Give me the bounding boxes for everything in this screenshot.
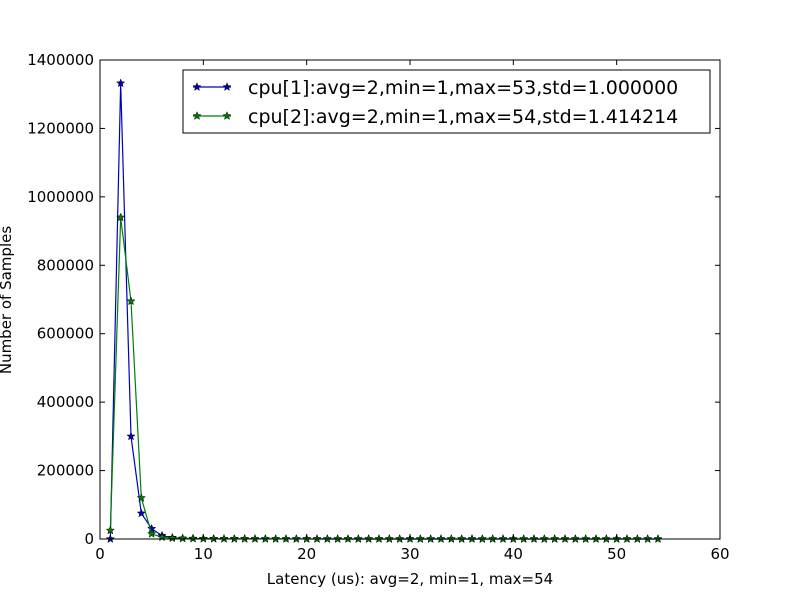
data-point-marker: [136, 493, 146, 502]
legend-marker: [192, 82, 202, 91]
x-axis-label: Latency (us): avg=2, min=1, max=54: [267, 570, 553, 588]
data-point-marker: [105, 525, 115, 535]
y-tick-label: 1200000: [27, 119, 94, 137]
data-point-marker: [167, 533, 177, 543]
data-point-marker: [209, 533, 219, 543]
y-tick-label: 800000: [37, 256, 94, 274]
y-tick-label: 200000: [37, 462, 94, 480]
legend-label: cpu[1]:avg=2,min=1,max=53,std=1.000000: [248, 77, 678, 99]
legend-marker: [222, 82, 232, 91]
legend-box: [182, 69, 711, 134]
data-point-marker: [116, 212, 126, 222]
y-tick-label: 0: [84, 530, 94, 548]
x-tick-label: 30: [400, 545, 419, 563]
plot-area: [100, 60, 720, 539]
legend-marker: [222, 111, 232, 120]
y-tick-label: 400000: [37, 393, 94, 411]
legend-label: cpu[2]:avg=2,min=1,max=54,std=1.414214: [248, 106, 678, 128]
y-axis-label: Number of Samples: [0, 226, 15, 374]
x-tick-label: 60: [710, 545, 729, 563]
data-point-marker: [219, 533, 229, 543]
x-tick-label: 50: [607, 545, 626, 563]
y-tick-label: 1000000: [27, 188, 94, 206]
data-point-marker: [136, 508, 146, 518]
data-point-marker: [116, 78, 126, 88]
y-tick-label: 1400000: [27, 51, 94, 69]
data-point-marker: [188, 533, 198, 543]
data-point-marker: [147, 528, 157, 538]
x-tick-label: 10: [194, 545, 213, 563]
y-tick-label: 600000: [37, 325, 94, 343]
x-tick-label: 20: [297, 545, 316, 563]
x-tick-label: 0: [95, 545, 105, 563]
data-point-marker: [126, 431, 136, 441]
tick-layer: 0 10 20 30 40 50 60 0 200000 400000 600000 800000 10…: [27, 51, 729, 563]
data-point-marker: [229, 533, 239, 543]
data-point-marker: [178, 533, 188, 543]
x-tick-label: 40: [504, 545, 523, 563]
data-point-marker: [126, 296, 136, 306]
legend-marker: [192, 111, 202, 120]
legend: cpu[1]:avg=2,min=1,max=53,std=1.000000 cp…: [182, 69, 711, 134]
